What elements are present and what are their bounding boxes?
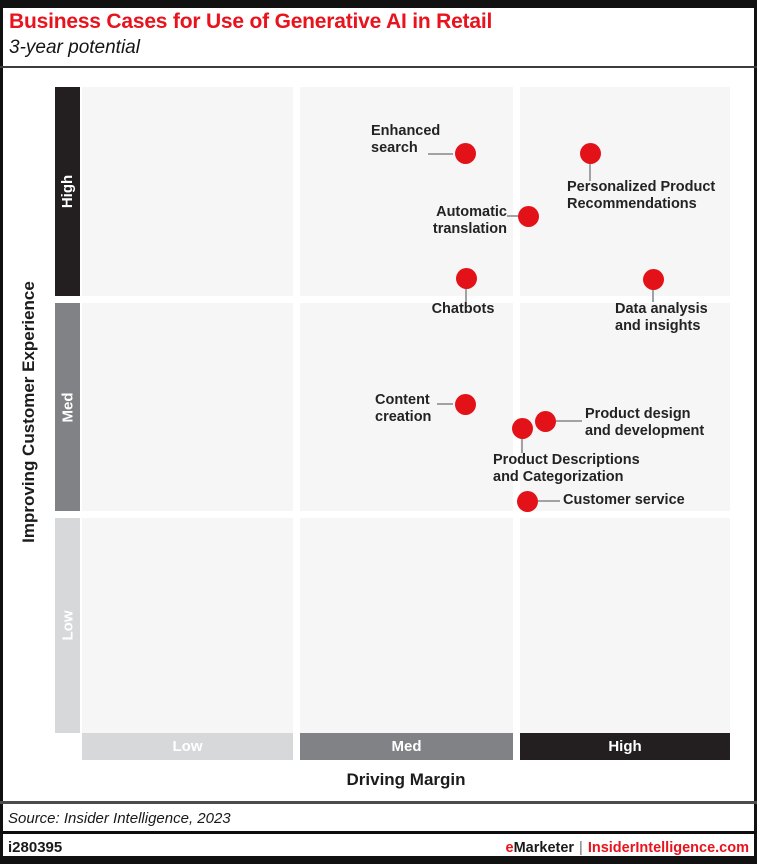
source-note: Source: Insider Intelligence, 2023 <box>8 810 231 827</box>
label-line: Data analysis <box>615 301 708 317</box>
label-line: Product Descriptions <box>493 452 640 468</box>
right-border <box>754 0 757 864</box>
data-point-label-product-descriptions-and-categorization: Product Descriptions and Categorization <box>493 452 640 486</box>
grid-cell <box>520 87 730 296</box>
grid-cell <box>82 87 293 296</box>
label-line: Recommendations <box>567 196 697 212</box>
y-axis-title: Improving Customer Experience <box>19 281 38 543</box>
y-band-label: Med <box>59 392 76 422</box>
chart-id: i280395 <box>8 839 63 856</box>
data-point-label-product-design-and-development: Product design and development <box>585 406 704 440</box>
x-axis-title: Driving Margin <box>346 770 466 789</box>
label-line: Customer service <box>563 492 685 508</box>
footer-divider-black <box>0 831 757 834</box>
chart-title: Business Cases for Use of Generative AI … <box>9 10 493 33</box>
data-point-label-personalized-product-recommendations: Personalized Product Recommendations <box>567 179 715 213</box>
top-border-bar <box>0 0 757 8</box>
data-point-label-data-analysis-and-insights: Data analysis and insights <box>615 301 708 335</box>
data-point-dot-automatic-translation <box>517 205 539 227</box>
data-point-dot-chatbots <box>455 267 477 289</box>
grid-cell <box>82 518 293 733</box>
grid-cell <box>300 303 513 511</box>
data-point-dot-product-descriptions-and-categorization <box>511 417 533 439</box>
label-line: Content <box>375 392 430 408</box>
label-line: and development <box>585 423 705 439</box>
data-point-dot-customer-service <box>516 490 538 512</box>
label-line: Product design <box>585 406 691 422</box>
grid-cell <box>300 518 513 733</box>
footer-divider-gray <box>0 801 757 804</box>
brand-logos: eMarketer | InsiderIntelligence.com <box>506 840 749 856</box>
y-band-med: Med <box>55 303 80 511</box>
left-border <box>0 0 3 864</box>
emarketer-logo: eMarketer <box>506 840 575 856</box>
y-band-high: High <box>55 87 80 296</box>
label-line: search <box>371 140 418 156</box>
data-point-label-customer-service: Customer service <box>563 492 685 509</box>
data-point-label-enhanced-search: Enhanced search <box>371 123 440 157</box>
y-band-label: High <box>59 174 77 209</box>
data-point-label-chatbots: Chatbots <box>432 301 495 318</box>
label-line: and Categorization <box>493 469 624 485</box>
label-line: translation <box>432 221 507 237</box>
insider-intelligence-link[interactable]: InsiderIntelligence.com <box>587 840 749 856</box>
connector-line <box>556 420 582 422</box>
connector-line <box>538 500 560 502</box>
x-band-low: Low <box>82 733 293 760</box>
grid-cell <box>520 303 730 511</box>
data-point-label-content-creation: Content creation <box>375 392 431 426</box>
header-divider <box>0 66 757 68</box>
data-point-label-automatic-translation: Automatic translation <box>433 204 507 238</box>
label-line: and insights <box>615 318 701 334</box>
label-line: Automatic <box>436 204 507 220</box>
connector-line <box>652 289 654 302</box>
y-band-label: Low <box>59 610 76 641</box>
grid-cell <box>520 518 730 733</box>
data-point-dot-content-creation <box>454 393 476 415</box>
connector-line <box>437 403 453 405</box>
x-band-high: High <box>520 733 730 760</box>
connector-line <box>428 153 453 155</box>
label-line: creation <box>375 409 432 425</box>
y-band-low: Low <box>55 518 80 733</box>
connector-line <box>589 163 591 181</box>
chart-subtitle: 3-year potential <box>9 37 140 58</box>
bottom-border-bar <box>0 856 757 864</box>
connector-line <box>521 438 523 453</box>
connector-line <box>465 288 467 302</box>
grid-cell <box>300 87 513 296</box>
data-point-dot-enhanced-search <box>454 142 476 164</box>
label-line: Enhanced <box>371 123 441 139</box>
emarketer-logo-e: e <box>505 840 514 856</box>
emarketer-logo-rest: Marketer <box>513 840 575 856</box>
logo-separator: | <box>579 840 583 856</box>
grid-cell <box>82 303 293 511</box>
connector-line <box>507 215 518 217</box>
label-line: Chatbots <box>431 301 495 317</box>
data-point-dot-data-analysis-and-insights <box>642 268 664 290</box>
label-line: Personalized Product <box>567 179 716 195</box>
data-point-dot-product-design-and-development <box>534 410 556 432</box>
data-point-dot-personalized-product-recommendations <box>579 142 601 164</box>
x-band-med: Med <box>300 733 513 760</box>
